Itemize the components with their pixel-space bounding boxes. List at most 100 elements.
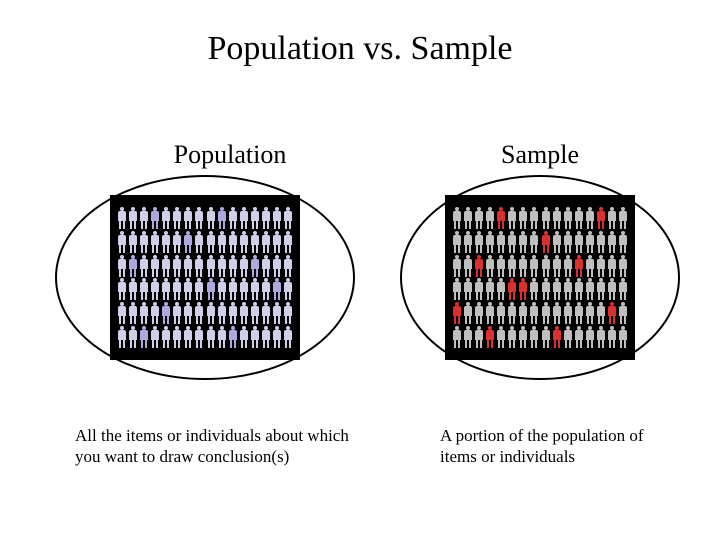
person-icon <box>519 255 527 277</box>
person-icon <box>453 302 461 324</box>
person-icon <box>151 302 159 324</box>
person-icon <box>118 255 126 277</box>
person-icon <box>151 207 159 229</box>
person-icon <box>586 255 594 277</box>
person-icon <box>284 207 292 229</box>
person-icon <box>129 255 137 277</box>
person-icon <box>508 302 516 324</box>
person-icon <box>553 207 561 229</box>
person-icon <box>240 255 248 277</box>
person-icon <box>553 231 561 253</box>
person-icon <box>240 326 248 348</box>
person-icon <box>273 278 281 300</box>
person-icon <box>151 255 159 277</box>
person-icon <box>530 326 538 348</box>
person-icon <box>195 231 203 253</box>
person-icon <box>530 255 538 277</box>
person-icon <box>475 326 483 348</box>
person-icon <box>173 326 181 348</box>
person-icon <box>240 207 248 229</box>
person-icon <box>453 326 461 348</box>
person-icon <box>508 326 516 348</box>
person-icon <box>118 207 126 229</box>
person-icon <box>486 255 494 277</box>
person-icon <box>475 207 483 229</box>
person-icon <box>162 326 170 348</box>
person-icon <box>151 278 159 300</box>
person-icon <box>530 231 538 253</box>
person-icon <box>284 278 292 300</box>
person-icon <box>575 302 583 324</box>
person-icon <box>184 278 192 300</box>
person-icon <box>597 231 605 253</box>
person-icon <box>486 231 494 253</box>
person-icon <box>453 207 461 229</box>
person-icon <box>608 231 616 253</box>
person-icon <box>229 231 237 253</box>
person-icon <box>564 302 572 324</box>
person-icon <box>519 207 527 229</box>
person-icon <box>542 255 550 277</box>
person-icon <box>564 278 572 300</box>
person-icon <box>284 326 292 348</box>
person-icon <box>619 278 627 300</box>
person-icon <box>575 278 583 300</box>
person-icon <box>542 278 550 300</box>
person-icon <box>475 302 483 324</box>
person-icon <box>251 255 259 277</box>
person-icon <box>586 207 594 229</box>
person-icon <box>575 207 583 229</box>
person-icon <box>184 207 192 229</box>
person-icon <box>207 278 215 300</box>
person-icon <box>575 326 583 348</box>
person-icon <box>530 207 538 229</box>
person-icon <box>273 231 281 253</box>
person-icon <box>251 302 259 324</box>
person-icon <box>564 231 572 253</box>
person-icon <box>140 255 148 277</box>
person-icon <box>486 278 494 300</box>
person-icon <box>162 302 170 324</box>
person-icon <box>475 278 483 300</box>
person-icon <box>184 255 192 277</box>
person-icon <box>162 231 170 253</box>
person-icon <box>508 207 516 229</box>
person-icon <box>118 326 126 348</box>
person-icon <box>251 278 259 300</box>
person-icon <box>542 326 550 348</box>
person-icon <box>586 231 594 253</box>
person-icon <box>162 207 170 229</box>
person-icon <box>151 231 159 253</box>
person-icon <box>619 302 627 324</box>
person-icon <box>273 207 281 229</box>
person-icon <box>140 302 148 324</box>
person-icon <box>262 255 270 277</box>
person-icon <box>508 278 516 300</box>
person-icon <box>251 326 259 348</box>
person-icon <box>530 278 538 300</box>
person-icon <box>218 302 226 324</box>
person-icon <box>229 207 237 229</box>
person-icon <box>475 255 483 277</box>
person-icon <box>129 326 137 348</box>
person-icon <box>597 326 605 348</box>
person-icon <box>207 231 215 253</box>
population-header: Population <box>110 140 350 170</box>
person-icon <box>453 231 461 253</box>
person-icon <box>140 326 148 348</box>
person-icon <box>207 255 215 277</box>
person-icon <box>218 207 226 229</box>
person-icon <box>542 231 550 253</box>
person-icon <box>195 302 203 324</box>
person-icon <box>129 207 137 229</box>
person-icon <box>597 207 605 229</box>
person-icon <box>519 326 527 348</box>
person-icon <box>173 302 181 324</box>
person-icon <box>497 231 505 253</box>
person-icon <box>240 231 248 253</box>
person-icon <box>184 302 192 324</box>
person-icon <box>608 302 616 324</box>
person-icon <box>519 302 527 324</box>
person-icon <box>173 278 181 300</box>
person-icon <box>575 255 583 277</box>
